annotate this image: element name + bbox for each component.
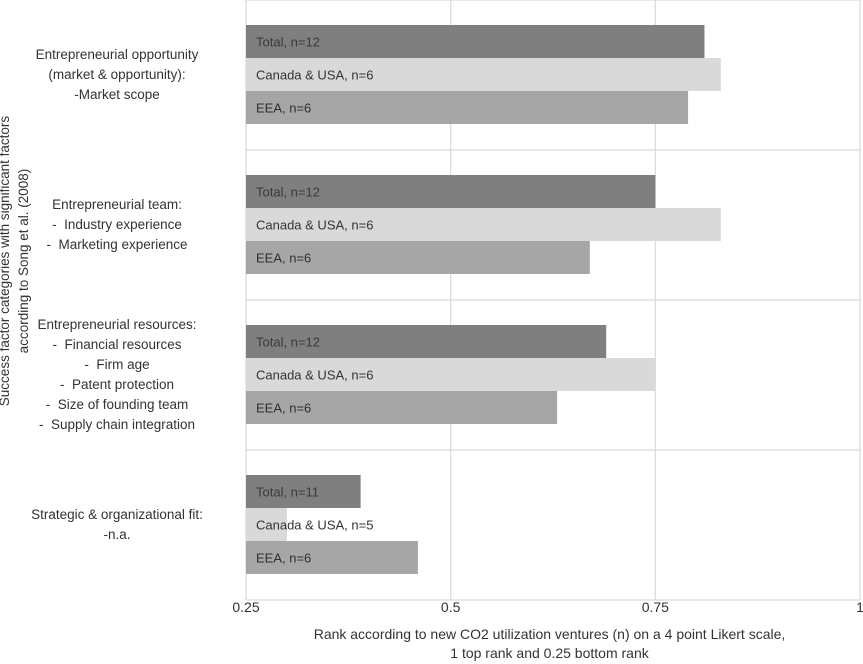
bar-label-cat1-series2: EEA, n=6 bbox=[256, 251, 311, 266]
bar-cat0-series2 bbox=[246, 91, 689, 124]
bar-label-cat1-series0: Total, n=12 bbox=[256, 185, 320, 200]
x-tick-labels: 0.25 0.5 0.75 1 bbox=[232, 599, 863, 615]
bar-cat0-series1 bbox=[246, 58, 721, 91]
bar-cat0-series0 bbox=[246, 25, 705, 58]
bar-cat2-series2 bbox=[246, 391, 558, 424]
x-tick-label-0: 0.25 bbox=[232, 599, 259, 615]
bar-cat1-series2 bbox=[246, 241, 590, 274]
x-tick-label-2: 0.75 bbox=[642, 599, 669, 615]
x-axis-title: Rank according to new CO2 utilization ve… bbox=[236, 625, 863, 663]
category-label-1: Entrepreneurial team: - Industry experie… bbox=[46, 197, 188, 252]
y-axis-title-line-1: Success factor categories with significa… bbox=[0, 115, 12, 407]
bar-cat3-series1 bbox=[246, 508, 287, 541]
bar-label-cat2-series1: Canada & USA, n=6 bbox=[256, 368, 373, 383]
bar-cat3-series0 bbox=[246, 475, 361, 508]
bar-label-cat2-series0: Total, n=12 bbox=[256, 335, 320, 350]
bar-cat1-series1 bbox=[246, 208, 721, 241]
bar-label-cat0-series0: Total, n=12 bbox=[256, 35, 320, 50]
y-axis-title-line-2: according to Song et al. (2008) bbox=[16, 168, 31, 354]
category-label-3: Strategic & organizational fit: -n.a. bbox=[31, 507, 203, 542]
bar-label-cat0-series2: EEA, n=6 bbox=[256, 101, 311, 116]
bar-label-cat3-series2: EEA, n=6 bbox=[256, 551, 311, 566]
x-tick-label-3: 1 bbox=[856, 599, 863, 615]
bar-cat3-series2 bbox=[246, 541, 418, 574]
category-label-0: Entrepreneurial opportunity (market & op… bbox=[35, 47, 199, 102]
bar-cat2-series1 bbox=[246, 358, 656, 391]
x-axis-title-line-1: Rank according to new CO2 utilization ve… bbox=[313, 626, 786, 642]
bar-cat2-series0 bbox=[246, 325, 607, 358]
bars: Total, n=12 Canada & USA, n=6 EEA, n=6 Tota… bbox=[246, 25, 721, 574]
x-tick-label-1: 0.5 bbox=[441, 599, 461, 615]
bar-label-cat3-series0: Total, n=11 bbox=[256, 485, 319, 500]
bar-label-cat3-series1: Canada & USA, n=5 bbox=[256, 518, 373, 533]
bar-label-cat1-series1: Canada & USA, n=6 bbox=[256, 218, 373, 233]
bar-cat1-series0 bbox=[246, 175, 656, 208]
x-axis-title-line-2: 1 top rank and 0.25 bottom rank bbox=[450, 645, 649, 661]
bar-label-cat2-series2: EEA, n=6 bbox=[256, 401, 311, 416]
category-label-2: Entrepreneurial resources: - Financial r… bbox=[37, 317, 197, 432]
bar-label-cat0-series1: Canada & USA, n=6 bbox=[256, 68, 373, 83]
